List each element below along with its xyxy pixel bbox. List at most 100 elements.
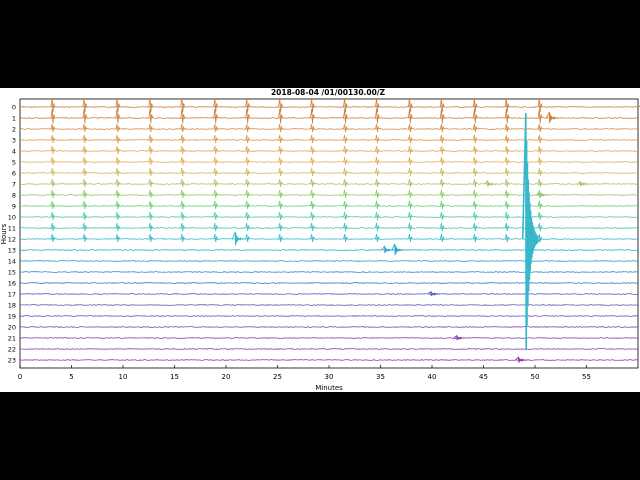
calibration-spike xyxy=(504,97,510,113)
calibration-spike xyxy=(537,189,543,199)
calibration-spike xyxy=(537,222,543,232)
y-tick-label: 13 xyxy=(8,247,16,255)
calibration-spike xyxy=(504,200,510,210)
calibration-spike xyxy=(504,108,510,124)
calibration-spike xyxy=(472,222,478,232)
seismic-event xyxy=(484,179,497,187)
calibration-spike xyxy=(343,233,348,243)
calibration-spike xyxy=(213,123,219,133)
calibration-spike xyxy=(375,233,380,243)
calibration-spike xyxy=(115,156,121,166)
trace-hour-12 xyxy=(19,238,639,240)
calibration-spike xyxy=(278,123,283,133)
calibration-spike xyxy=(82,97,88,113)
seismic-event xyxy=(521,112,542,351)
calibration-spike xyxy=(407,108,413,124)
trace-hour-11 xyxy=(19,227,639,229)
calibration-spike xyxy=(310,233,315,243)
calibration-spike xyxy=(278,222,283,232)
calibration-spike xyxy=(50,156,56,166)
calibration-spike xyxy=(407,145,413,155)
calibration-spike xyxy=(343,189,348,199)
calibration-spike xyxy=(82,145,88,155)
trace-hour-7 xyxy=(19,183,639,185)
calibration-spike xyxy=(472,211,478,221)
calibration-spike xyxy=(310,156,315,166)
calibration-spike xyxy=(148,189,154,199)
calibration-spike xyxy=(343,211,348,221)
calibration-spike xyxy=(148,167,154,177)
calibration-spike xyxy=(504,233,510,243)
calibration-spike xyxy=(310,145,315,155)
calibration-spike xyxy=(310,222,315,232)
calibration-spike xyxy=(82,108,88,124)
y-tick-label: 3 xyxy=(12,137,16,145)
calibration-spike xyxy=(343,156,348,166)
seismic-event xyxy=(381,245,394,254)
x-tick-label: 0 xyxy=(18,373,22,381)
calibration-spike xyxy=(472,97,478,113)
trace-hour-5 xyxy=(19,161,639,163)
calibration-spike xyxy=(439,200,445,210)
calibration-spike xyxy=(439,145,445,155)
seismic-event xyxy=(546,111,559,124)
calibration-spike xyxy=(180,222,186,232)
calibration-spike xyxy=(213,178,219,188)
calibration-spike xyxy=(537,167,543,177)
calibration-spike xyxy=(50,134,56,144)
calibration-spike xyxy=(148,233,154,243)
calibration-spike xyxy=(115,178,121,188)
calibration-spike xyxy=(278,178,283,188)
calibration-spike xyxy=(407,167,413,177)
chart-title: 2018-08-04 /01/00130.00/Z xyxy=(271,88,386,97)
calibration-spike xyxy=(310,178,315,188)
calibration-spike xyxy=(115,167,121,177)
calibration-spike xyxy=(50,189,56,199)
calibration-spike xyxy=(245,222,250,232)
calibration-spike xyxy=(213,134,219,144)
calibration-spike xyxy=(375,145,380,155)
calibration-spike xyxy=(375,134,380,144)
y-axis-label: Hours xyxy=(0,223,8,244)
y-tick-label: 10 xyxy=(8,214,16,222)
calibration-spike xyxy=(472,200,478,210)
seismic-event xyxy=(231,231,245,246)
y-tick-label: 4 xyxy=(12,148,16,156)
calibration-spike xyxy=(82,200,88,210)
y-tick-label: 5 xyxy=(12,159,16,167)
plot-panel: 2018-08-04 /01/00130.00/Z 0 1 2 3 4 5 6 7 8 9 10 11… xyxy=(0,88,640,392)
calibration-spike xyxy=(82,189,88,199)
x-tick-label: 25 xyxy=(273,373,282,381)
calibration-spike xyxy=(115,233,121,243)
calibration-spike xyxy=(245,134,250,144)
calibration-spike xyxy=(180,156,186,166)
calibration-spike xyxy=(115,123,121,133)
calibration-spike xyxy=(180,233,186,243)
calibration-spike xyxy=(148,222,154,232)
y-tick-label: 7 xyxy=(12,181,16,189)
calibration-spike xyxy=(375,108,380,124)
calibration-spike xyxy=(439,97,445,113)
calibration-spike xyxy=(472,167,478,177)
calibration-spike xyxy=(180,145,186,155)
seismic-event xyxy=(391,243,404,256)
x-tick-label: 55 xyxy=(582,373,591,381)
seismic-event xyxy=(453,334,466,341)
calibration-spike xyxy=(50,108,56,124)
x-axis-label: Minutes xyxy=(315,384,343,392)
calibration-spike xyxy=(343,123,348,133)
calibration-spike xyxy=(180,97,186,113)
calibration-spike xyxy=(439,156,445,166)
calibration-spike xyxy=(472,108,478,124)
calibration-spike xyxy=(407,134,413,144)
trace-hour-0 xyxy=(19,106,639,108)
calibration-spike xyxy=(310,108,315,124)
calibration-spike xyxy=(439,134,445,144)
calibration-spike xyxy=(115,211,121,221)
calibration-spike xyxy=(504,145,510,155)
calibration-spike xyxy=(180,108,186,124)
helicorder-chart: 2018-08-04 /01/00130.00/Z 01234567891011… xyxy=(0,88,640,392)
calibration-spike xyxy=(343,97,348,113)
calibration-spike xyxy=(82,233,88,243)
